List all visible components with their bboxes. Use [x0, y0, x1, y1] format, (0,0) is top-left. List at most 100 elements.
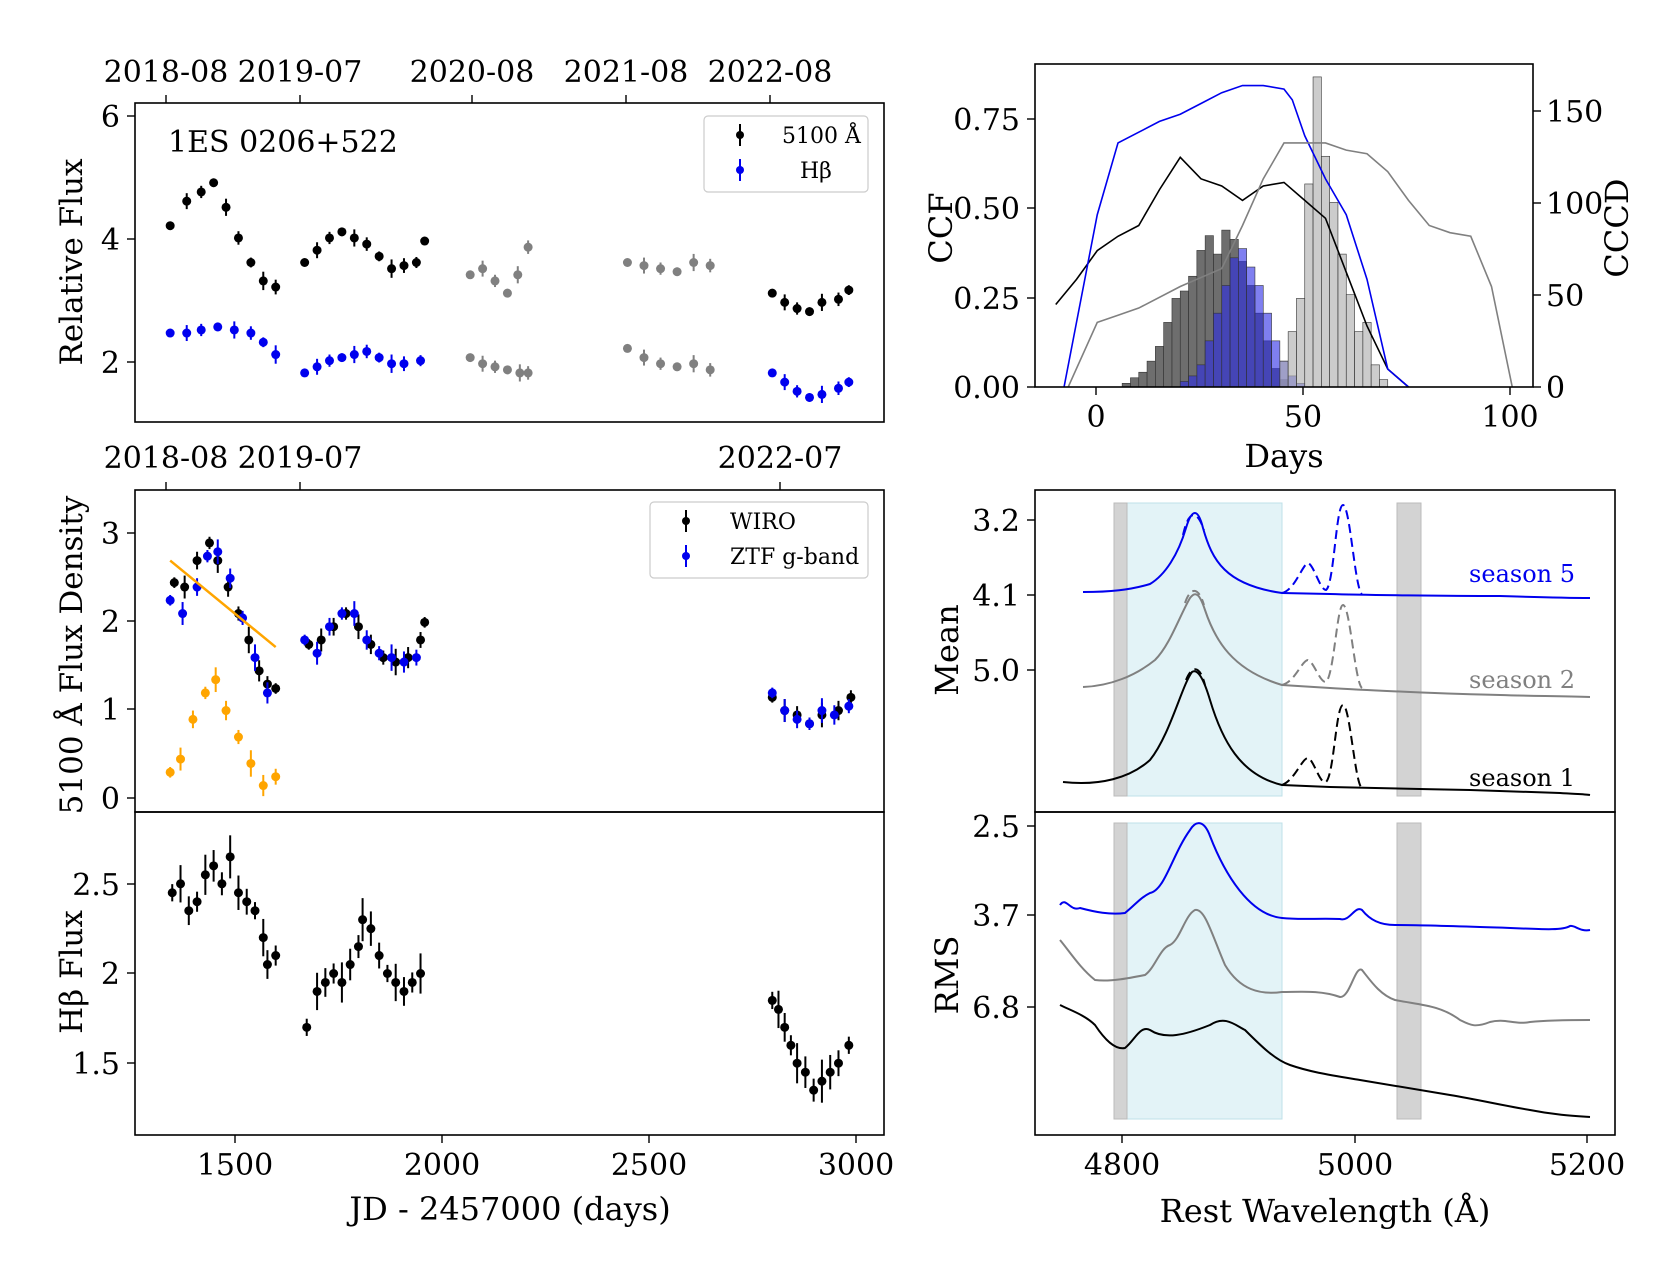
cccd-bar — [1262, 312, 1272, 388]
data-point — [221, 706, 231, 716]
data-point — [200, 688, 210, 698]
mr-season-label: season 5 — [1469, 560, 1575, 588]
data-point — [229, 325, 239, 335]
cccd-bar — [1213, 312, 1223, 388]
ml-y-tick-label: 2 — [101, 605, 120, 640]
br-continuum-band-right — [1396, 822, 1422, 1120]
data-point — [362, 239, 372, 249]
tr-y-axis-label: CCF — [922, 192, 960, 263]
data-point — [165, 221, 175, 231]
data-point — [353, 942, 363, 952]
data-point — [829, 710, 839, 720]
cccd-bar — [1354, 331, 1364, 388]
data-point — [188, 714, 198, 724]
mr-season2-peak-dashed — [1184, 589, 1205, 606]
ml-points — [165, 536, 856, 797]
data-point — [271, 772, 281, 782]
data-point — [302, 1022, 312, 1032]
data-point — [416, 635, 426, 645]
data-point — [387, 653, 397, 663]
data-point — [165, 767, 175, 777]
data-point — [846, 692, 856, 702]
data-point — [225, 852, 235, 862]
data-point — [169, 578, 179, 588]
data-point — [349, 233, 359, 243]
tr-y2-tick-label: 150 — [1546, 95, 1603, 130]
cccd-bar — [1370, 364, 1380, 388]
data-point — [233, 732, 243, 742]
cccd-bar — [1287, 331, 1297, 388]
mr-y-ticks: 3.2 4.1 5.0 — [972, 504, 1035, 689]
tl-top-tick-label: 2019-07 — [238, 55, 363, 90]
cccd-bar — [1130, 377, 1140, 388]
cccd-bar — [1179, 381, 1189, 388]
cccd-bar — [1279, 360, 1289, 388]
data-point — [382, 969, 392, 978]
cccd-bar — [1379, 379, 1389, 388]
bl-x-tick-label: 3000 — [818, 1148, 894, 1183]
data-point — [366, 924, 376, 934]
data-point — [407, 977, 417, 987]
data-point — [672, 267, 682, 277]
ml-y-ticks: 0 1 2 3 — [101, 517, 135, 817]
br-y-tick-label: 3.7 — [972, 899, 1020, 934]
br-x-tick-label: 5200 — [1549, 1148, 1625, 1183]
ml-top-tick-label: 2018-08 — [104, 441, 229, 476]
panel-bottom-left: 1.5 2 2.5 1500 2000 2500 3000 Hβ Flux JD… — [54, 811, 894, 1228]
data-point — [374, 251, 384, 261]
data-point — [387, 264, 397, 274]
data-point — [324, 233, 334, 243]
data-point — [362, 635, 372, 645]
data-point — [337, 227, 347, 237]
cccd-bar — [1163, 322, 1173, 388]
tr-x-tick-label: 50 — [1284, 400, 1322, 435]
trend-line — [169, 559, 277, 648]
data-point — [792, 1058, 802, 1068]
data-point — [833, 1058, 843, 1068]
data-point — [523, 368, 533, 378]
bl-x-tick-label: 1500 — [197, 1148, 273, 1183]
data-point — [767, 995, 777, 1005]
tl-top-tick-label: 2021-08 — [564, 55, 689, 90]
mr-integration-window — [1126, 502, 1283, 797]
data-point — [805, 307, 815, 317]
data-point — [416, 356, 426, 366]
tr-y2-tick-label: 50 — [1546, 279, 1584, 314]
panel-top-right: 0.00 0.25 0.50 0.75 0 50 100 150 0 50 10… — [922, 63, 1636, 475]
data-point — [786, 1040, 796, 1050]
data-point — [705, 365, 715, 375]
data-point — [353, 622, 363, 632]
data-point — [689, 258, 699, 267]
br-integration-window — [1126, 822, 1283, 1120]
data-point — [817, 1076, 827, 1086]
data-point — [656, 264, 666, 274]
tl-legend: 5100 Å Hβ — [703, 115, 869, 193]
data-point — [780, 297, 790, 307]
cccd-bar — [1312, 76, 1322, 388]
bl-x-tick-label: 2500 — [611, 1148, 687, 1183]
tl-y-tick-label: 4 — [101, 223, 120, 258]
bl-y-ticks: 1.5 2 2.5 — [72, 868, 135, 1082]
bl-x-tick-label: 2000 — [404, 1148, 480, 1183]
tr-ccf-lines — [1055, 84, 1514, 388]
data-point — [490, 362, 500, 372]
tl-legend-label: 5100 Å — [782, 121, 862, 149]
data-point — [399, 657, 409, 667]
cccd-bar — [1146, 360, 1156, 388]
data-point — [233, 888, 243, 898]
ml-y-axis-label: 5100 Å Flux Density — [52, 495, 90, 814]
ml-y-tick-label: 1 — [101, 693, 120, 728]
data-point — [805, 719, 815, 729]
tl-legend-label: Hβ — [800, 159, 832, 184]
cccd-bar — [1321, 155, 1330, 388]
data-point — [478, 359, 488, 369]
data-point — [672, 362, 682, 372]
tl-legend-marker — [736, 166, 744, 174]
cccd-bar — [1221, 285, 1231, 388]
data-point — [176, 879, 186, 889]
ml-legend-box — [649, 501, 869, 579]
data-point — [502, 288, 512, 298]
tr-x-ticks: 0 50 100 — [1086, 387, 1539, 435]
data-point — [391, 977, 401, 987]
